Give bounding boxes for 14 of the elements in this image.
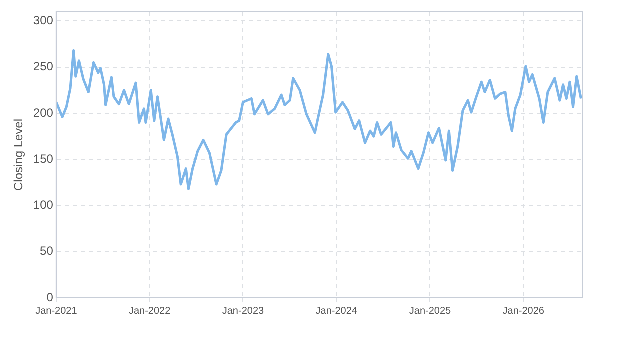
y-tick-label: 0 xyxy=(46,290,54,304)
x-tick-label: Jan-2025 xyxy=(409,306,452,317)
y-tick-label: 150 xyxy=(33,152,54,166)
x-tick-label: Jan-2021 xyxy=(36,306,78,317)
x-tick-label: Jan-2023 xyxy=(222,306,264,317)
y-tick-label: 250 xyxy=(33,60,54,74)
y-tick-label: 300 xyxy=(33,14,54,28)
y-tick-label: 200 xyxy=(33,106,54,120)
x-tick-label: Jan-2026 xyxy=(502,306,545,317)
y-axis-title: Closing Level xyxy=(12,118,26,192)
y-tick-label: 50 xyxy=(40,244,54,258)
x-tick-label: Jan-2024 xyxy=(316,306,358,317)
y-tick-label: 100 xyxy=(33,198,54,212)
x-tick-label: Jan-2022 xyxy=(128,306,172,317)
